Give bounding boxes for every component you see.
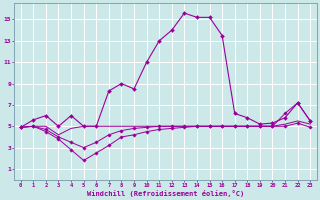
X-axis label: Windchill (Refroidissement éolien,°C): Windchill (Refroidissement éolien,°C) [87,190,244,197]
